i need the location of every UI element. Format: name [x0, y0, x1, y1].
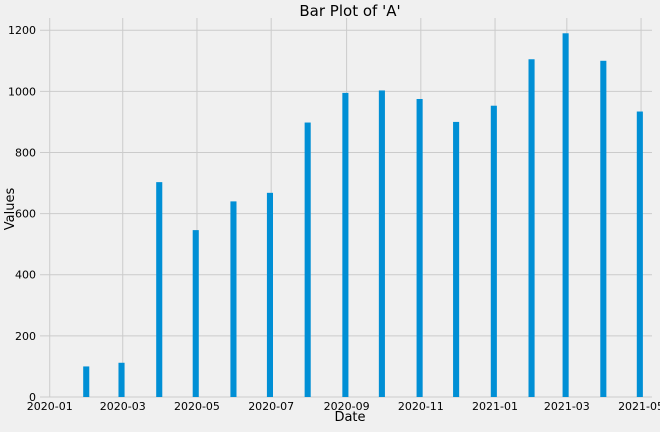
bar [83, 366, 90, 397]
bar [378, 90, 385, 398]
y-tick-label: 200 [15, 330, 36, 343]
bar [266, 192, 273, 397]
x-axis-ticks: 2020-01 2020-03 2020-05 2020-07 2020-09 2020-… [27, 400, 660, 413]
bar [636, 111, 643, 398]
bar [600, 60, 607, 398]
y-tick-label: 600 [15, 208, 36, 221]
y-tick-label: 0 [29, 391, 36, 404]
bar [118, 362, 125, 397]
x-axis-label: Date [334, 410, 365, 425]
bar [453, 121, 460, 397]
y-axis-ticks: 0 200 400 600 800 1000 1200 [8, 24, 36, 404]
x-tick-label: 2020-11 [398, 400, 444, 413]
x-tick-label: 2021-03 [544, 400, 590, 413]
bar [416, 98, 423, 397]
x-tick-label: 2020-03 [100, 400, 146, 413]
bars [83, 33, 643, 398]
bar [562, 33, 569, 397]
x-tick-label: 2020-09 [324, 400, 370, 413]
x-tick-label: 2020-01 [27, 400, 73, 413]
x-tick-label: 2021-01 [472, 400, 518, 413]
y-axis-label: Values [3, 188, 18, 231]
bar [192, 230, 199, 397]
bar [528, 59, 535, 398]
x-tick-label: 2021-05 [618, 400, 660, 413]
chart-title: Bar Plot of 'A' [299, 2, 400, 20]
x-tick-label: 2020-07 [248, 400, 294, 413]
y-tick-label: 1200 [8, 24, 36, 37]
bar [156, 182, 163, 397]
bar [230, 201, 237, 397]
y-tick-label: 800 [15, 146, 36, 159]
x-tick-label: 2020-05 [174, 400, 220, 413]
bar [342, 92, 349, 398]
bar [304, 122, 311, 398]
bar [490, 105, 497, 398]
y-tick-label: 400 [15, 269, 36, 282]
y-tick-label: 1000 [8, 85, 36, 98]
